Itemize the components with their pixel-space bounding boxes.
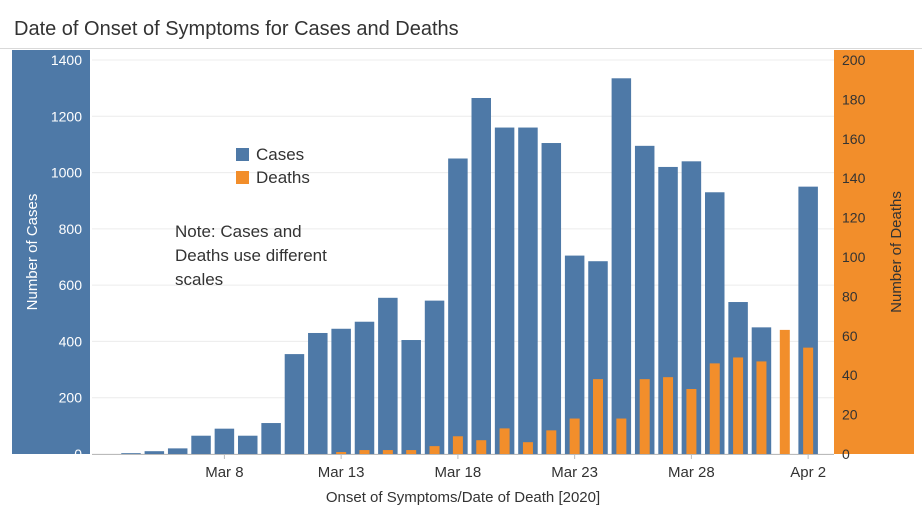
deaths-bar (663, 377, 674, 454)
right-tick-label: 0 (842, 446, 850, 462)
cases-bar (354, 321, 375, 454)
legend-label: Cases (256, 145, 304, 164)
deaths-bar (452, 436, 463, 454)
deaths-bar (616, 418, 627, 454)
deaths-bar (686, 388, 697, 454)
deaths-bar (359, 450, 370, 454)
left-tick-label: 400 (59, 333, 83, 349)
x-axis-title: Onset of Symptoms/Date of Death [2020] (326, 489, 600, 506)
cases-bar (424, 300, 445, 454)
legend-label: Deaths (256, 168, 310, 187)
right-tick-label: 140 (842, 170, 866, 186)
right-tick-label: 200 (842, 52, 866, 68)
deaths-bar (639, 379, 650, 454)
deaths-bar (779, 329, 790, 454)
left-tick-label: 800 (59, 221, 83, 237)
cases-bar (541, 143, 562, 454)
legend-swatch (236, 148, 249, 161)
deaths-bar (733, 357, 744, 454)
deaths-bar (546, 430, 557, 454)
right-axis-band (834, 50, 914, 454)
right-tick-label: 40 (842, 367, 858, 383)
cases-bar (261, 423, 281, 454)
deaths-bar (499, 428, 510, 454)
cases-bar (214, 428, 235, 454)
title-divider (0, 48, 922, 49)
left-tick-label: 200 (59, 390, 83, 406)
cases-bar (121, 453, 141, 454)
cases-bar (378, 297, 398, 454)
right-tick-label: 120 (842, 210, 866, 226)
cases-bar (284, 354, 305, 454)
cases-bar (471, 97, 491, 454)
deaths-bar (336, 452, 347, 454)
cases-bar (634, 145, 655, 455)
cases-bar (167, 448, 188, 454)
x-tick-label: Mar 13 (318, 464, 365, 481)
cases-bar (401, 340, 421, 454)
x-tick-label: Mar 8 (205, 464, 243, 481)
cases-bar (448, 158, 468, 454)
left-axis-band (12, 50, 90, 454)
right-tick-label: 60 (842, 328, 858, 344)
cases-bar (564, 255, 585, 454)
cases-bar (144, 451, 165, 454)
deaths-bar (593, 379, 603, 454)
x-tick-label: Mar 28 (668, 464, 715, 481)
cases-bar (518, 127, 538, 455)
left-tick-label: 1400 (51, 52, 82, 68)
right-tick-label: 80 (842, 288, 858, 304)
left-tick-label: 0 (74, 446, 82, 462)
chart-title: Date of Onset of Symptoms for Cases and … (14, 18, 459, 40)
deaths-bar (756, 361, 767, 454)
deaths-bar (476, 440, 487, 454)
right-tick-label: 100 (842, 249, 866, 265)
deaths-bar (382, 450, 393, 454)
x-tick-label: Mar 18 (435, 464, 482, 481)
cases-bar (494, 127, 515, 455)
left-axis-title: Number of Cases (24, 194, 41, 311)
right-axis-title: Number of Deaths (888, 191, 905, 313)
deaths-bar (429, 446, 440, 454)
right-tick-label: 180 (842, 91, 866, 107)
x-tick-label: Mar 23 (551, 464, 598, 481)
note-annotation: Note: Cases and Deaths use different scale… (175, 222, 327, 289)
cases-bar (611, 78, 632, 455)
cases-bar (331, 328, 351, 454)
cases-bar (308, 332, 328, 454)
legend-swatch (236, 171, 249, 184)
deaths-bar (522, 442, 533, 454)
right-tick-label: 160 (842, 131, 866, 147)
left-tick-label: 1000 (51, 165, 82, 181)
left-tick-label: 600 (59, 277, 83, 293)
x-tick-label: Apr 2 (790, 464, 826, 481)
deaths-bar (569, 418, 580, 454)
deaths-bar (709, 363, 720, 454)
cases-bar (191, 435, 211, 454)
cases-bar (681, 161, 702, 455)
left-tick-label: 1200 (51, 108, 82, 124)
deaths-bar (803, 347, 814, 454)
cases-bar (238, 435, 258, 454)
right-tick-label: 20 (842, 407, 858, 423)
deaths-bar (406, 450, 417, 454)
